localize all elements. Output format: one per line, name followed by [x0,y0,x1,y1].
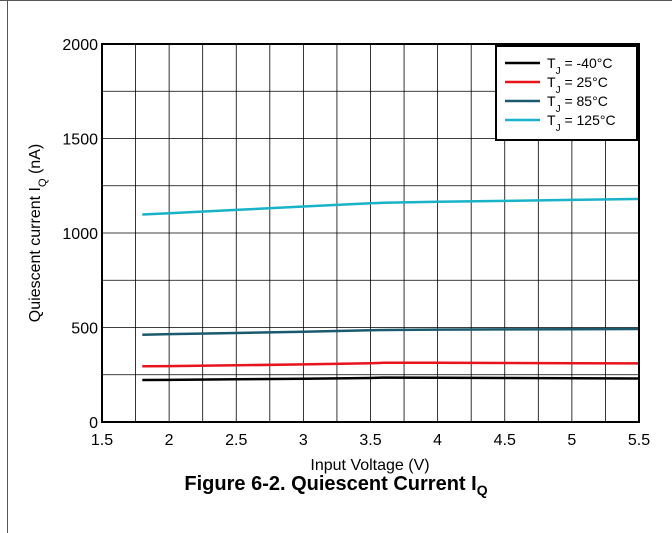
series-line-3 [142,197,640,216]
y-tick-label: 1000 [62,226,98,243]
x-tick-label: 4.5 [494,432,516,449]
x-tick-label: 5.5 [628,432,650,449]
y-tick-label: 0 [89,415,98,432]
series-line-1 [142,361,640,368]
x-tick-label: 3.5 [359,432,381,449]
y-axis-label: Quiescent current IQ (nA) [27,144,49,322]
x-tick-label: 2 [165,432,174,449]
plot-frame [101,43,640,423]
legend-label-suffix: = 125°C [561,112,616,128]
legend-label-sub: J [556,104,561,115]
legend-label-suffix: = 85°C [561,93,608,109]
series-line-2 [142,327,640,336]
x-tick-label: 2.5 [225,432,247,449]
y-axis-label-unit: (nA) [27,144,44,179]
legend-label-prefix: T [547,93,556,109]
legend-box [495,45,638,141]
legend-label-sub: J [556,66,561,77]
legend-label-prefix: T [547,74,556,90]
figure-caption-sub: Q [476,482,488,498]
y-tick-label: 1500 [62,132,98,149]
series-line-0 [142,376,640,382]
legend-label-0: TJ = -40°C [547,55,612,77]
legend-label-prefix: T [547,55,556,71]
legend-label-3: TJ = 125°C [547,112,616,134]
x-tick-labels: 1.5 2 2.5 3 3.5 4 4.5 5 5.5 [91,432,650,449]
quiescent-current-chart: 1.5 2 2.5 3 3.5 4 4.5 5 5.5 0 500 1000 1500 2000 Inp… [27,37,650,474]
legend-label-prefix: T [547,112,556,128]
legend-label-1: TJ = 25°C [547,74,608,96]
x-tick-label: 5 [567,432,576,449]
x-axis-label: Input Voltage (V) [310,457,429,474]
y-tick-label: 500 [71,321,98,338]
grid-lines [102,44,639,422]
y-axis-label-main: Quiescent current I [27,187,44,322]
x-tick-label: 3 [299,432,308,449]
figure-caption-text: Figure 6-2. Quiescent Current I [184,473,477,495]
y-tick-labels: 0 500 1000 1500 2000 [62,37,98,432]
x-tick-label: 1.5 [91,432,113,449]
legend-items: TJ = -40°CTJ = 25°CTJ = 85°CTJ = 125°C [505,55,616,134]
legend-label-suffix: = 25°C [561,74,608,90]
legend-label-2: TJ = 85°C [547,93,608,115]
y-tick-label: 2000 [62,37,98,54]
y-axis-label-sub: Q [37,178,49,187]
legend-label-suffix: = -40°C [561,55,613,71]
legend: TJ = -40°CTJ = 25°CTJ = 85°CTJ = 125°C [495,45,638,141]
legend-label-sub: J [556,123,561,134]
x-tick-label: 4 [433,432,442,449]
series-layer [142,197,640,382]
figure-caption: Figure 6-2. Quiescent Current IQ [0,473,672,498]
legend-label-sub: J [556,85,561,96]
